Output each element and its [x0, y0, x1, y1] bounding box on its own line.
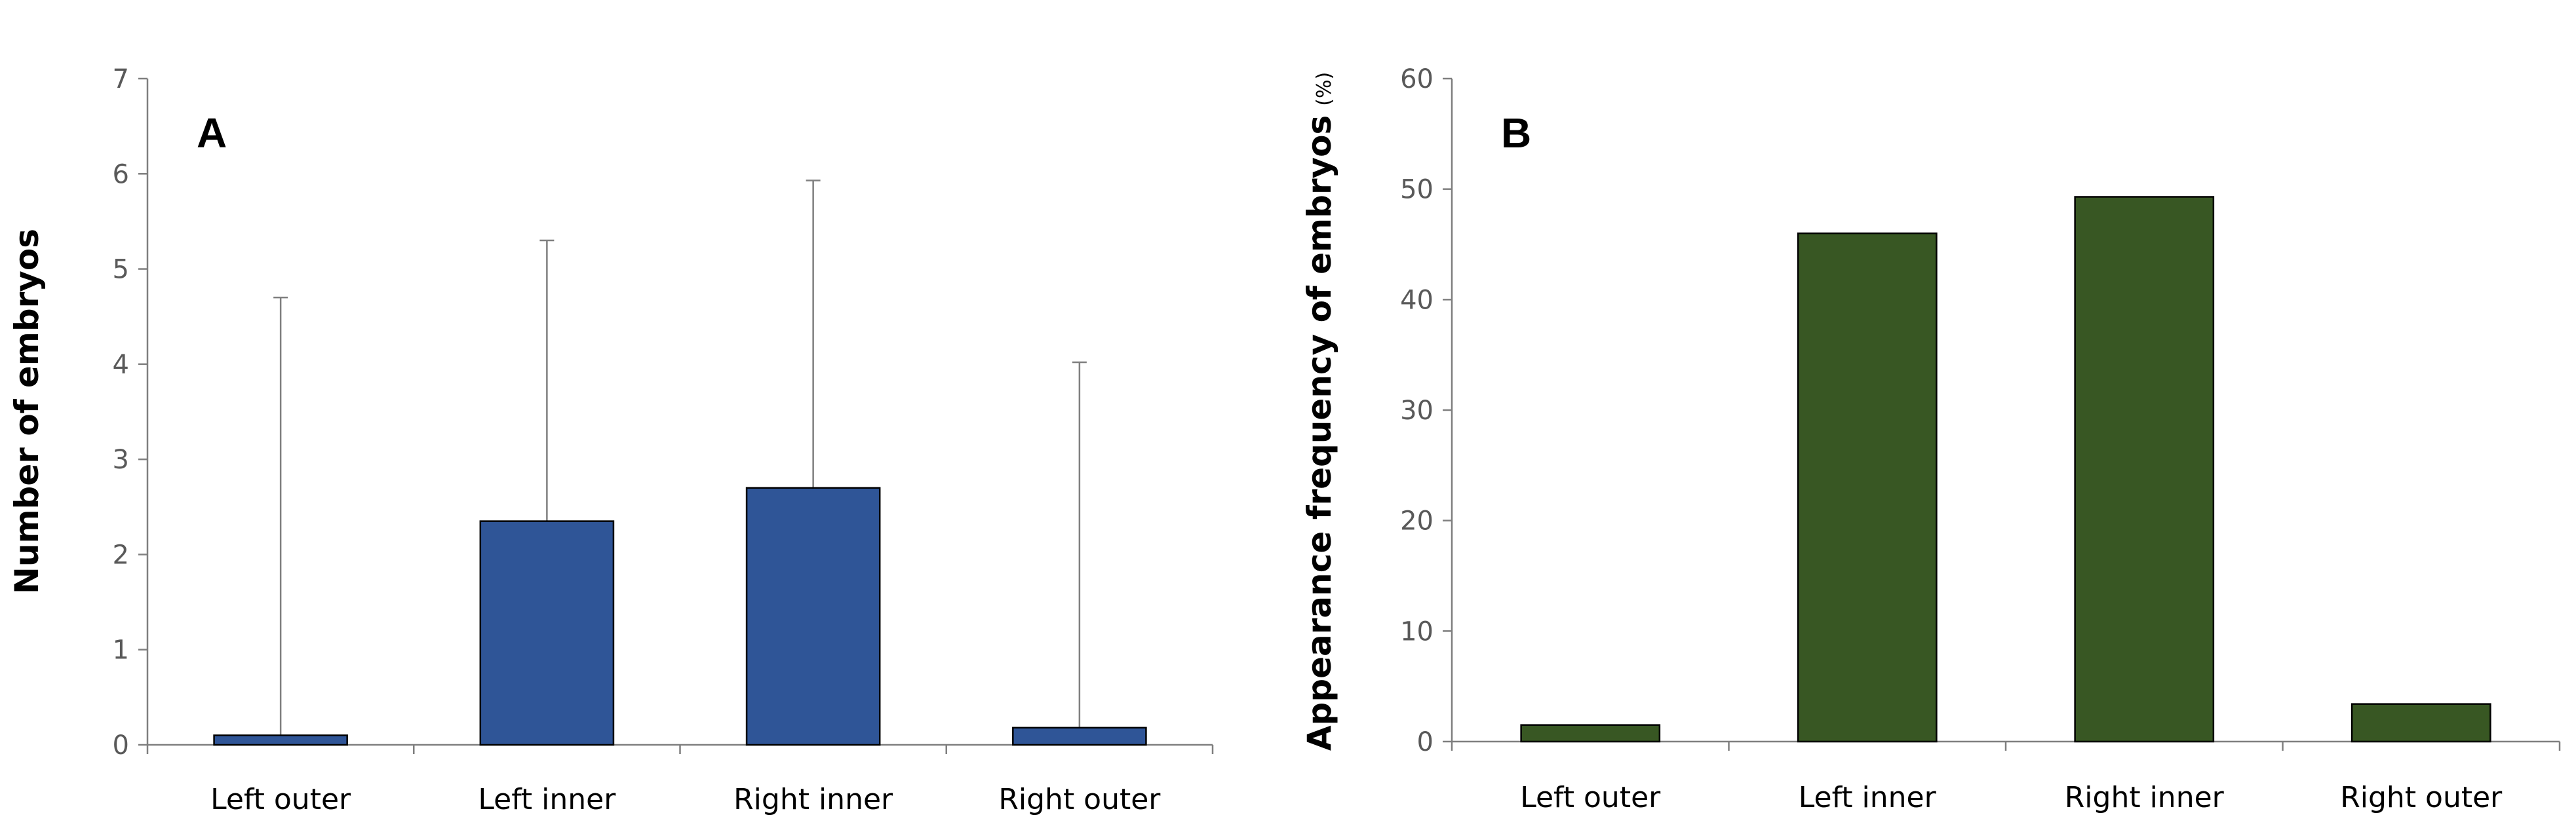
panel-a-y-tick-label: 3: [113, 445, 129, 475]
panel-b-y-tick-label: 60: [1400, 64, 1434, 94]
panel-b-y-tick-label: 20: [1400, 506, 1434, 537]
panel-b-bar: [2074, 196, 2215, 743]
panel-b-y-tick-label: 30: [1400, 396, 1434, 426]
panel-a-y-tick-label: 0: [113, 730, 129, 761]
panel-b-category-label: Left inner: [1799, 781, 1937, 814]
panel-a-bar: [745, 487, 881, 746]
panel-b-category-labels: Left outer Left inner Right inner Right out…: [1520, 781, 2503, 814]
panel-a-y-ticks: 0 1 2 3 4 5 6 7: [113, 64, 147, 761]
panel-b-y-tick-label: 10: [1400, 616, 1434, 647]
panel-a-bars: [213, 487, 1147, 746]
panel-a-y-tick-label: 6: [113, 159, 129, 189]
panel-a-category-labels: Left outer Left inner Right inner Right out…: [210, 783, 1161, 816]
panel-b-category-label: Left outer: [1520, 781, 1661, 814]
panel-a-bar: [1012, 726, 1147, 746]
panel-b-bar: [2351, 703, 2491, 743]
panel-b-bars: [1520, 196, 2491, 743]
panel-a-error-bars: [273, 179, 1087, 736]
panel-a-y-tick-label: 1: [113, 635, 129, 666]
panel-a-y-axis-label: Number of embryos: [8, 229, 46, 594]
panel-a-letter: A: [197, 109, 227, 157]
panel-b-y-axis-label: Appearance frequency of embryos (%): [1300, 72, 1338, 751]
panel-b-category-label: Right inner: [2065, 781, 2225, 814]
panel-b-bar: [1520, 724, 1661, 743]
panel-b-y-axis-label-text: Appearance frequency of embryos: [1300, 115, 1338, 751]
panel-b-y-ticks: 0 10 20 30 40 50 60: [1400, 64, 1452, 757]
panel-a-y-tick-label: 4: [113, 350, 129, 380]
panel-a-y-tick-label: 7: [113, 64, 129, 94]
panel-b-bar: [1797, 232, 1938, 743]
panel-b-y-tick-label: 40: [1400, 285, 1434, 315]
panel-b-letter: B: [1501, 109, 1531, 157]
panel-a-y-tick-label: 2: [113, 540, 129, 570]
panel-a-x-ticks: [146, 745, 1214, 754]
panel-b-category-label: Right outer: [2340, 781, 2503, 814]
panel-b-x-ticks: [1451, 742, 2561, 751]
panel-a-category-label: Left outer: [210, 783, 351, 816]
panel-a-y-tick-label: 5: [113, 255, 129, 285]
panel-b-y-axis-unit: (%): [1313, 72, 1336, 106]
panel-a-bar: [213, 734, 348, 746]
panel-a-category-label: Left inner: [478, 783, 616, 816]
panel-b-chart: 0 10 20 30 40 50 60 Left outer Left inner Right …: [1300, 64, 2561, 814]
panel-b-y-tick-label: 50: [1400, 175, 1434, 205]
panel-a-category-label: Right inner: [733, 783, 893, 816]
panel-a-bar: [479, 520, 615, 746]
panel-b-y-tick-label: 0: [1417, 727, 1434, 757]
panel-a-chart: 0 1 2 3 4 5 6 7 Left outer Left inner Right inner…: [8, 64, 1214, 816]
panel-a-category-label: Right outer: [998, 783, 1161, 816]
